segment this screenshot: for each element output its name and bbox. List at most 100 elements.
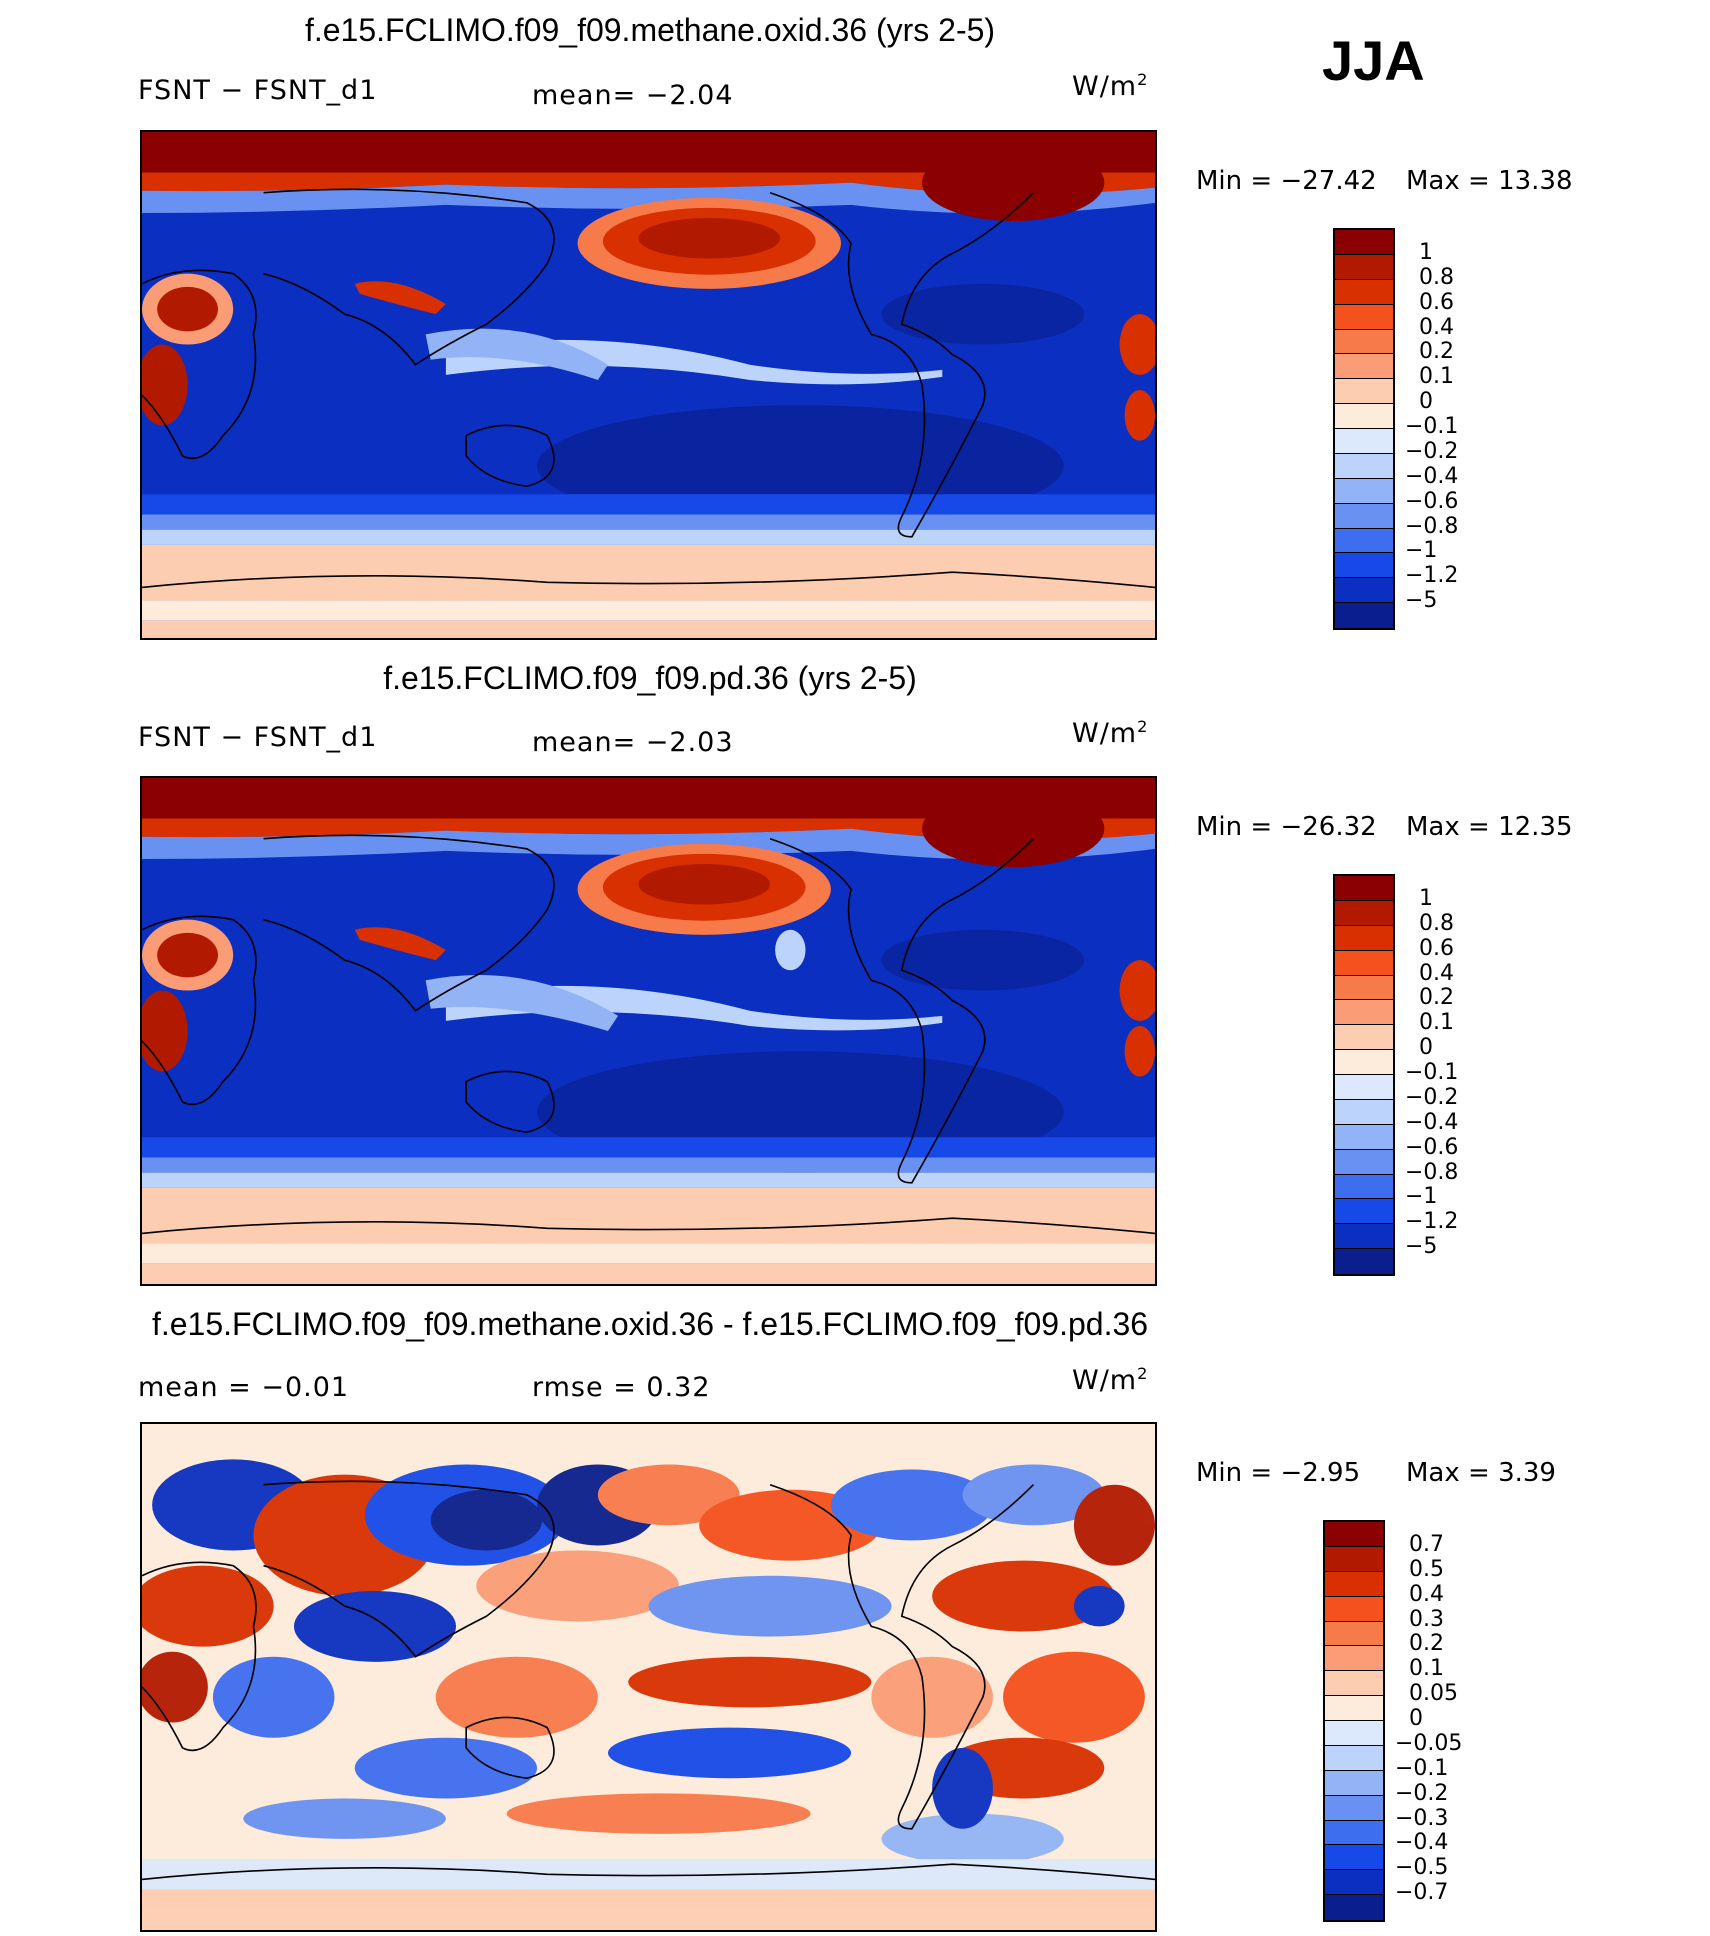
panel-3-map bbox=[140, 1422, 1157, 1932]
colorbar-tick-label: −0.3 bbox=[1395, 1805, 1449, 1831]
panel-2-colorbar-labels: 1 0.8 0.6 0.4 0.2 0.1 0 −0.1 −0.2 −0.4 −0.6 −0.8 −1−… bbox=[1405, 874, 1505, 1276]
colorbar-tick-label: 0.4 bbox=[1419, 960, 1454, 986]
colorbar-segment bbox=[1325, 1621, 1383, 1647]
colorbar-segment bbox=[1325, 1820, 1383, 1846]
colorbar-segment bbox=[1325, 1696, 1383, 1721]
panel-3-colorbar-labels: 0.7 0.5 0.4 0.3 0.2 0.1 0.05 0 −0.05 −0.1 −0.2 −0.3… bbox=[1395, 1520, 1495, 1922]
panel-3-units-label: W/m2 bbox=[1072, 1364, 1149, 1396]
panel-3-colorbar bbox=[1323, 1520, 1385, 1922]
panel-1-colorbar-labels: 1 0.8 0.6 0.4 0.2 0.1 0 −0.1 −0.2 −0.4 −0.6 −0.8 −1−… bbox=[1405, 228, 1505, 630]
panel-1-colorbar bbox=[1333, 228, 1395, 630]
colorbar-tick-label: 0.1 bbox=[1419, 364, 1454, 390]
panel-3-rmse-label: rmse = 0.32 bbox=[532, 1372, 711, 1403]
colorbar-tick-label: −0.2 bbox=[1405, 1084, 1459, 1110]
colorbar-tick-label: 0.4 bbox=[1419, 314, 1454, 340]
colorbar-segment bbox=[1335, 900, 1393, 926]
panel-1-map bbox=[140, 130, 1157, 640]
colorbar-tick-label: 0.5 bbox=[1409, 1556, 1444, 1582]
colorbar-segment bbox=[1325, 1671, 1383, 1697]
colorbar-segment bbox=[1325, 1870, 1383, 1896]
colorbar-segment bbox=[1325, 1522, 1383, 1547]
colorbar-tick-label: 0.7 bbox=[1409, 1531, 1444, 1557]
colorbar-tick-label: −1 bbox=[1405, 1184, 1438, 1210]
panel-1-variable-label: FSNT − FSNT_d1 bbox=[138, 75, 378, 106]
colorbar-segment bbox=[1335, 329, 1393, 355]
colorbar-segment bbox=[1335, 453, 1393, 479]
colorbar-tick-label: −0.5 bbox=[1395, 1855, 1449, 1881]
colorbar-tick-label: −0.7 bbox=[1395, 1880, 1449, 1906]
colorbar-tick-label: 1 bbox=[1419, 885, 1433, 911]
colorbar-tick-label: 0.6 bbox=[1419, 935, 1454, 961]
colorbar-segment bbox=[1325, 1845, 1383, 1871]
colorbar-segment bbox=[1335, 1199, 1393, 1225]
colorbar-segment bbox=[1335, 354, 1393, 380]
colorbar-tick-label: −0.2 bbox=[1405, 438, 1459, 464]
panel-1-units-label: W/m2 bbox=[1072, 70, 1149, 102]
colorbar-segment bbox=[1335, 379, 1393, 405]
colorbar-tick-label: −0.4 bbox=[1395, 1830, 1449, 1856]
colorbar-tick-label: 0.05 bbox=[1409, 1681, 1458, 1707]
colorbar-tick-label: 0.3 bbox=[1409, 1606, 1444, 1632]
panel-1-mean-label: mean= −2.04 bbox=[532, 80, 734, 111]
colorbar-tick-label: −1.2 bbox=[1405, 563, 1459, 589]
panel-2-mean-label: mean= −2.03 bbox=[532, 727, 734, 758]
colorbar-tick-label: 0.2 bbox=[1419, 985, 1454, 1011]
panel-2-max-label: Max = 12.35 bbox=[1406, 812, 1573, 842]
colorbar-tick-label: −0.05 bbox=[1395, 1730, 1463, 1756]
colorbar-segment bbox=[1325, 1770, 1383, 1796]
colorbar-segment bbox=[1335, 1224, 1393, 1250]
colorbar-tick-label: 0.1 bbox=[1419, 1010, 1454, 1036]
colorbar-segment bbox=[1335, 876, 1393, 901]
colorbar-segment bbox=[1335, 1124, 1393, 1150]
colorbar-segment bbox=[1335, 1050, 1393, 1075]
colorbar-tick-label: 0.1 bbox=[1409, 1656, 1444, 1682]
panel-3-title: f.e15.FCLIMO.f09_f09.methane.oxid.36 - f… bbox=[151, 1306, 1149, 1342]
colorbar-segment bbox=[1325, 1646, 1383, 1672]
colorbar-tick-label: −0.1 bbox=[1405, 1060, 1459, 1085]
colorbar-segment bbox=[1335, 528, 1393, 554]
colorbar-segment bbox=[1325, 1795, 1383, 1821]
colorbar-tick-label: −0.1 bbox=[1395, 1755, 1449, 1781]
colorbar-segment bbox=[1335, 1000, 1393, 1026]
colorbar-segment bbox=[1335, 503, 1393, 529]
panel-1-min-label: Min = −27.42 bbox=[1196, 166, 1377, 196]
season-label: JJA bbox=[1322, 29, 1425, 92]
panel-2-title: f.e15.FCLIMO.f09_f09.pd.36 (yrs 2-5) bbox=[383, 660, 917, 696]
colorbar-tick-label: 0.2 bbox=[1409, 1631, 1444, 1657]
colorbar-segment bbox=[1325, 1895, 1383, 1920]
colorbar-tick-label: −0.6 bbox=[1405, 488, 1459, 514]
colorbar-segment bbox=[1335, 975, 1393, 1001]
colorbar-tick-label: 0.8 bbox=[1419, 264, 1454, 290]
colorbar-segment bbox=[1335, 230, 1393, 255]
colorbar-segment bbox=[1335, 429, 1393, 454]
panel-2-map bbox=[140, 776, 1157, 1286]
panel-3-min-label: Min = −2.95 bbox=[1196, 1458, 1361, 1488]
panel-1-max-label: Max = 13.38 bbox=[1406, 166, 1573, 196]
colorbar-segment bbox=[1335, 478, 1393, 504]
panel-2-variable-label: FSNT − FSNT_d1 bbox=[138, 722, 378, 753]
colorbar-tick-label: −5 bbox=[1405, 1234, 1438, 1260]
colorbar-tick-label: −5 bbox=[1405, 588, 1438, 614]
colorbar-tick-label: 0 bbox=[1419, 1035, 1433, 1061]
colorbar-segment bbox=[1325, 1571, 1383, 1597]
panel-2-min-label: Min = −26.32 bbox=[1196, 812, 1377, 842]
colorbar-tick-label: 0.8 bbox=[1419, 910, 1454, 936]
colorbar-segment bbox=[1335, 603, 1393, 628]
colorbar-tick-label: 0 bbox=[1409, 1706, 1423, 1731]
colorbar-tick-label: −0.1 bbox=[1405, 414, 1459, 439]
colorbar-segment bbox=[1325, 1745, 1383, 1771]
colorbar-segment bbox=[1335, 1174, 1393, 1200]
colorbar-segment bbox=[1325, 1596, 1383, 1622]
colorbar-segment bbox=[1335, 304, 1393, 330]
colorbar-tick-label: 0 bbox=[1419, 389, 1433, 415]
colorbar-tick-label: −0.6 bbox=[1405, 1134, 1459, 1160]
colorbar-segment bbox=[1325, 1721, 1383, 1746]
panel-3-max-label: Max = 3.39 bbox=[1406, 1458, 1556, 1488]
colorbar-segment bbox=[1335, 254, 1393, 280]
colorbar-tick-label: 0.4 bbox=[1409, 1581, 1444, 1607]
colorbar-segment bbox=[1335, 578, 1393, 604]
colorbar-tick-label: 0.6 bbox=[1419, 289, 1454, 315]
colorbar-tick-label: 0.2 bbox=[1419, 339, 1454, 365]
colorbar-segment bbox=[1325, 1546, 1383, 1572]
colorbar-tick-label: −1 bbox=[1405, 538, 1438, 564]
